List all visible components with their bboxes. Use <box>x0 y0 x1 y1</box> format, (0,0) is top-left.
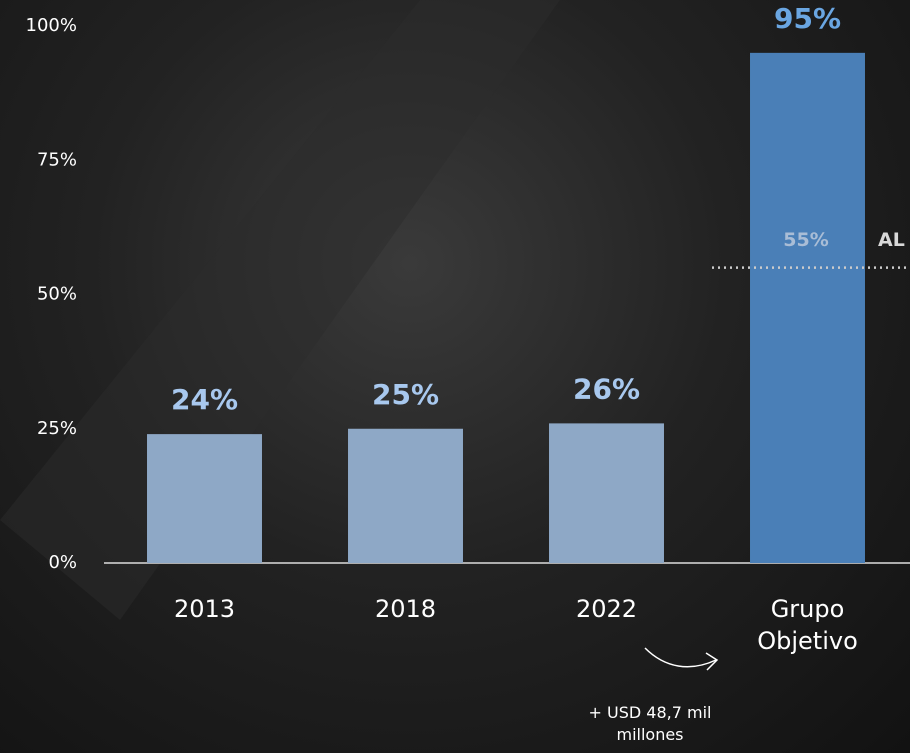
background-decoration <box>0 0 560 620</box>
y-tick-label: 75% <box>37 149 77 170</box>
bar <box>147 434 262 563</box>
bar <box>750 52 865 563</box>
y-tick-label: 0% <box>48 552 77 573</box>
value-label: 25% <box>372 378 439 411</box>
y-tick-label: 100% <box>26 15 77 36</box>
x-tick-label: 2022 <box>575 595 638 623</box>
bar <box>348 428 463 563</box>
arrow <box>644 647 717 668</box>
value-label: 26% <box>573 372 640 405</box>
reference-label: 55% <box>783 229 828 251</box>
bar <box>549 423 664 563</box>
value-label: 24% <box>171 383 238 416</box>
y-tick-label: 25% <box>37 418 77 439</box>
y-tick-label: 50% <box>37 284 77 305</box>
x-tick-label: 2018 <box>374 595 437 623</box>
annotation: + USD 48,7 mil millones <box>588 703 712 744</box>
x-tick-label: 2013 <box>173 595 236 623</box>
x-tick-label: Grupo Objetivo <box>757 595 858 655</box>
arrowhead <box>705 652 719 671</box>
reference-text: AL <box>878 229 905 251</box>
value-label: 95% <box>774 2 841 35</box>
